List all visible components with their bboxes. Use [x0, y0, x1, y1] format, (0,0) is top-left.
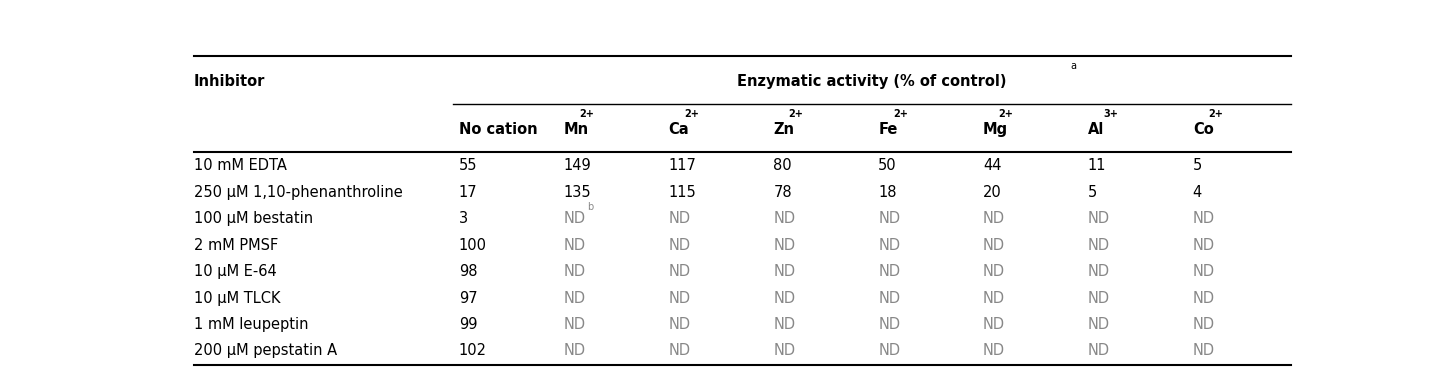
Text: ND: ND — [983, 317, 1006, 332]
Text: 5: 5 — [1193, 159, 1202, 173]
Text: 117: 117 — [669, 159, 696, 173]
Text: 3: 3 — [458, 211, 468, 226]
Text: Al: Al — [1088, 122, 1104, 137]
Text: ND: ND — [1088, 264, 1110, 279]
Text: ND: ND — [1088, 238, 1110, 253]
Text: ND: ND — [774, 291, 795, 306]
Text: 149: 149 — [563, 159, 591, 173]
Text: 2+: 2+ — [684, 109, 699, 119]
Text: ND: ND — [563, 317, 586, 332]
Text: ND: ND — [1088, 317, 1110, 332]
Text: 18: 18 — [878, 185, 896, 200]
Text: ND: ND — [563, 344, 586, 358]
Text: ND: ND — [1088, 211, 1110, 226]
Text: a: a — [1071, 61, 1076, 70]
Text: 1 mM leupeptin: 1 mM leupeptin — [193, 317, 308, 332]
Text: ND: ND — [774, 264, 795, 279]
Text: 99: 99 — [458, 317, 477, 332]
Text: 10 μM E-64: 10 μM E-64 — [193, 264, 277, 279]
Text: 17: 17 — [458, 185, 477, 200]
Text: 100: 100 — [458, 238, 487, 253]
Text: Fe: Fe — [878, 122, 898, 137]
Text: 80: 80 — [774, 159, 793, 173]
Text: ND: ND — [563, 238, 586, 253]
Text: ND: ND — [1193, 238, 1215, 253]
Text: ND: ND — [983, 291, 1006, 306]
Text: ND: ND — [878, 344, 901, 358]
Text: ND: ND — [1193, 344, 1215, 358]
Text: ND: ND — [1193, 317, 1215, 332]
Text: 2+: 2+ — [1208, 109, 1223, 119]
Text: 11: 11 — [1088, 159, 1107, 173]
Text: ND: ND — [774, 238, 795, 253]
Text: ND: ND — [1193, 211, 1215, 226]
Text: 2 mM PMSF: 2 mM PMSF — [193, 238, 278, 253]
Text: 44: 44 — [983, 159, 1001, 173]
Text: 10 μM TLCK: 10 μM TLCK — [193, 291, 280, 306]
Text: Mn: Mn — [563, 122, 589, 137]
Text: ND: ND — [669, 291, 690, 306]
Text: 5: 5 — [1088, 185, 1097, 200]
Text: 200 μM pepstatin A: 200 μM pepstatin A — [193, 344, 337, 358]
Text: ND: ND — [1193, 291, 1215, 306]
Text: 4: 4 — [1193, 185, 1202, 200]
Text: ND: ND — [563, 211, 586, 226]
Text: 2+: 2+ — [893, 109, 908, 119]
Text: 97: 97 — [458, 291, 477, 306]
Text: ND: ND — [878, 264, 901, 279]
Text: 2+: 2+ — [579, 109, 594, 119]
Text: 98: 98 — [458, 264, 477, 279]
Text: Inhibitor: Inhibitor — [193, 74, 265, 89]
Text: 100 μM bestatin: 100 μM bestatin — [193, 211, 313, 226]
Text: ND: ND — [983, 344, 1006, 358]
Text: ND: ND — [774, 317, 795, 332]
Text: 115: 115 — [669, 185, 696, 200]
Text: ND: ND — [878, 291, 901, 306]
Text: ND: ND — [878, 238, 901, 253]
Text: Zn: Zn — [774, 122, 794, 137]
Text: 250 μM 1,10-phenanthroline: 250 μM 1,10-phenanthroline — [193, 185, 402, 200]
Text: 3+: 3+ — [1104, 109, 1118, 119]
Text: ND: ND — [774, 211, 795, 226]
Text: Enzymatic activity (% of control): Enzymatic activity (% of control) — [738, 74, 1007, 89]
Text: ND: ND — [983, 238, 1006, 253]
Text: 20: 20 — [983, 185, 1001, 200]
Text: ND: ND — [563, 264, 586, 279]
Text: Mg: Mg — [983, 122, 1009, 137]
Text: 2+: 2+ — [999, 109, 1013, 119]
Text: 55: 55 — [458, 159, 477, 173]
Text: 102: 102 — [458, 344, 487, 358]
Text: ND: ND — [563, 291, 586, 306]
Text: 135: 135 — [563, 185, 591, 200]
Text: ND: ND — [1193, 264, 1215, 279]
Text: No cation: No cation — [458, 122, 537, 137]
Text: Ca: Ca — [669, 122, 689, 137]
Text: b: b — [586, 202, 594, 212]
Text: ND: ND — [878, 211, 901, 226]
Text: ND: ND — [878, 317, 901, 332]
Text: ND: ND — [983, 211, 1006, 226]
Text: ND: ND — [669, 344, 690, 358]
Text: 50: 50 — [878, 159, 896, 173]
Text: ND: ND — [1088, 344, 1110, 358]
Text: ND: ND — [669, 238, 690, 253]
Text: ND: ND — [669, 264, 690, 279]
Text: ND: ND — [774, 344, 795, 358]
Text: 10 mM EDTA: 10 mM EDTA — [193, 159, 287, 173]
Text: Co: Co — [1193, 122, 1213, 137]
Text: ND: ND — [983, 264, 1006, 279]
Text: ND: ND — [669, 317, 690, 332]
Text: ND: ND — [669, 211, 690, 226]
Text: 2+: 2+ — [788, 109, 804, 119]
Text: 78: 78 — [774, 185, 793, 200]
Text: ND: ND — [1088, 291, 1110, 306]
